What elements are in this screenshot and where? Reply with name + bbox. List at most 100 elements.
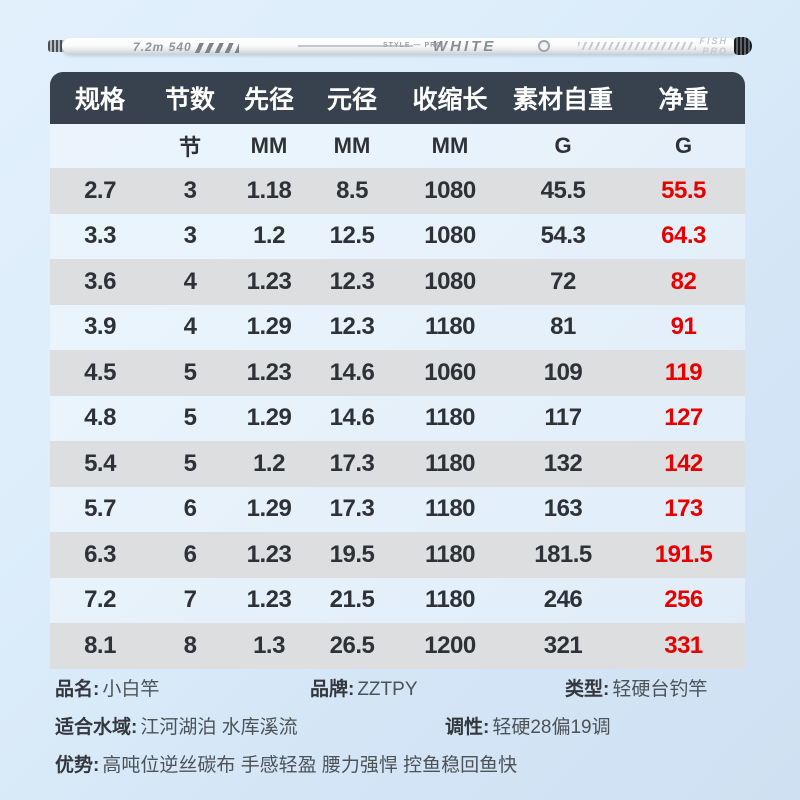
table-cell: 1.3 <box>253 631 285 659</box>
table-cell: 14.6 <box>329 404 375 432</box>
table-row: 3.6 4 1.23 12.3 1080 72 82 <box>50 259 745 305</box>
table-cell: 8 <box>183 631 197 659</box>
net-weight-cell: 91 <box>670 313 697 341</box>
table-cell: 1180 <box>424 313 476 341</box>
table-row: 6.3 6 1.23 19.5 1180 181.5 191.5 <box>50 532 745 578</box>
table-cell: 5 <box>183 358 197 386</box>
info-line-2: 适合水域: 江河湖泊 水库溪流 调性: 轻硬28偏19调 <box>55 712 747 739</box>
product-type-label: 类型: <box>565 679 610 700</box>
product-name-label: 品名: <box>55 679 100 700</box>
rod-joint-line <box>298 45 413 47</box>
unit-cell: MM <box>250 133 288 158</box>
table-cell: 1.2 <box>253 449 285 477</box>
table-cell: 5.4 <box>84 449 116 477</box>
net-weight-cell: 142 <box>664 449 703 477</box>
rod-length-mark: 7.2m 540 <box>133 40 239 54</box>
unit-cell: G <box>674 133 693 158</box>
table-cell: 6.3 <box>84 540 116 568</box>
net-weight-cell: 55.5 <box>661 176 706 204</box>
table-cell: 1200 <box>424 631 476 659</box>
table-cell: 1.18 <box>246 176 292 204</box>
product-name-value: 小白竿 <box>102 679 160 700</box>
spec-table: 规格 节数 先径 元径 收缩长 素材自重 净重 节 MM MM MM G G 2.7 3 1.18 8.5 1… <box>50 72 745 669</box>
table-cell: 8.1 <box>84 631 116 659</box>
table-body: 节 MM MM MM G G 2.7 3 1.18 8.5 1080 45.5 55.5 3.3 3 1.2… <box>50 124 745 669</box>
table-cell: 1080 <box>424 222 476 250</box>
table-rows: 2.7 3 1.18 8.5 1080 45.5 55.5 3.3 3 1.2 12.5 1080 54… <box>50 168 745 669</box>
table-cell: 45.5 <box>540 176 586 204</box>
table-cell: 3.6 <box>84 267 116 295</box>
table-cell: 7.2 <box>84 586 116 614</box>
table-cell: 1080 <box>424 176 476 204</box>
unit-cell: G <box>554 133 572 158</box>
net-weight-cell: 191.5 <box>654 540 713 568</box>
rod-slash-decoration <box>194 42 239 53</box>
net-weight-cell: 82 <box>670 267 697 295</box>
table-cell: 12.3 <box>329 313 375 341</box>
table-cell: 163 <box>543 495 583 523</box>
info-line-3: 优势: 高吨位逆丝碳布 手感轻盈 腰力强悍 控鱼稳回鱼快 <box>55 750 747 777</box>
table-cell: 21.5 <box>329 586 375 614</box>
rod-mid-mark: STYLE — PRO <box>383 42 443 49</box>
product-brand: 品牌: ZZTPY <box>310 674 565 701</box>
table-cell: 4 <box>183 267 197 295</box>
net-weight-cell: 119 <box>664 358 703 386</box>
table-cell: 3 <box>183 176 197 204</box>
table-cell: 1.23 <box>246 358 292 386</box>
table-cell: 1.29 <box>246 404 292 432</box>
table-cell: 1180 <box>424 404 476 432</box>
table-cell: 1180 <box>424 495 476 523</box>
rod-butt-cap <box>734 37 752 55</box>
rod-tip-cap <box>48 40 66 52</box>
table-cell: 1060 <box>424 358 476 386</box>
product-brand-label: 品牌: <box>310 679 355 700</box>
table-cell: 5 <box>183 404 197 432</box>
product-action-value: 轻硬28偏19调 <box>492 717 611 738</box>
net-weight-cell: 331 <box>664 631 703 659</box>
fishing-rod-image: 7.2m 540 STYLE — PRO WHITE FISH PRO <box>48 34 752 58</box>
product-action-label: 调性: <box>445 717 490 738</box>
table-cell: 17.3 <box>329 495 375 523</box>
table-cell: 3.3 <box>84 222 116 250</box>
table-row: 3.3 3 1.2 12.5 1080 54.3 64.3 <box>50 214 745 260</box>
table-cell: 109 <box>543 358 583 386</box>
table-cell: 321 <box>543 631 583 659</box>
table-cell: 8.5 <box>336 176 368 204</box>
table-cell: 7 <box>183 586 197 614</box>
rod-hatch-decoration <box>578 42 696 50</box>
product-water-label: 适合水域: <box>55 717 138 738</box>
table-units-row: 节 MM MM MM G G <box>50 124 745 168</box>
table-cell: 4.5 <box>84 358 116 386</box>
table-row: 7.2 7 1.23 21.5 1180 246 256 <box>50 578 745 624</box>
table-cell: 2.7 <box>84 176 116 204</box>
product-name: 品名: 小白竿 <box>55 674 310 701</box>
table-cell: 81 <box>550 313 576 341</box>
table-cell: 246 <box>543 586 583 614</box>
table-cell: 14.6 <box>329 358 375 386</box>
table-cell: 5 <box>183 449 197 477</box>
table-header-row: 规格 节数 先径 元径 收缩长 素材自重 净重 <box>50 72 745 124</box>
rod-white-logo: WHITE <box>433 38 497 55</box>
table-row: 3.9 4 1.29 12.3 1180 81 91 <box>50 305 745 351</box>
table-cell: 1.29 <box>246 495 292 523</box>
product-type-value: 轻硬台钓竿 <box>612 679 708 700</box>
table-cell: 4.8 <box>84 404 116 432</box>
unit-cell: 节 <box>178 135 201 160</box>
net-weight-cell: 256 <box>664 586 703 614</box>
table-cell: 19.5 <box>329 540 375 568</box>
table-cell: 12.3 <box>329 267 375 295</box>
rod-fish-text: FISH <box>699 36 728 46</box>
product-info: 品名: 小白竿 品牌: ZZTPY 类型: 轻硬台钓竿 适合水域: 江河湖泊 水库溪流 … <box>55 674 747 788</box>
header-cell: 先径 <box>243 86 294 114</box>
table-cell: 1.23 <box>246 586 292 614</box>
product-water-value: 江河湖泊 水库溪流 <box>140 717 298 738</box>
table-row: 2.7 3 1.18 8.5 1080 45.5 55.5 <box>50 168 745 214</box>
header-cell: 元径 <box>326 86 377 114</box>
table-row: 4.8 5 1.29 14.6 1180 117 127 <box>50 396 745 442</box>
info-line-1: 品名: 小白竿 品牌: ZZTPY 类型: 轻硬台钓竿 <box>55 674 747 701</box>
table-cell: 1080 <box>424 267 476 295</box>
table-cell: 132 <box>543 449 583 477</box>
rod-emblem-icon <box>538 40 550 52</box>
product-type: 类型: 轻硬台钓竿 <box>565 674 747 701</box>
